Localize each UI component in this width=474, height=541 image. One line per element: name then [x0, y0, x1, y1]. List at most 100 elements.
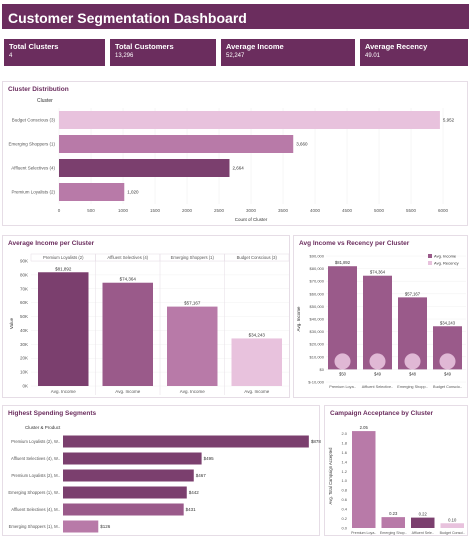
y-tick-label: 0.2	[341, 516, 347, 521]
y-tick-label: 1.6	[341, 450, 347, 455]
y-tick-label: $10,000	[310, 354, 325, 359]
category-label: Affluent Sele..	[412, 531, 434, 535]
y-tick-label: $80,000	[310, 266, 325, 271]
bar	[59, 135, 294, 153]
facet-label: Premium Loyalists (2)	[43, 255, 84, 260]
data-label: 0.23	[389, 511, 398, 516]
kpi-label: Total Customers	[115, 42, 174, 51]
income-label: $57,167	[405, 291, 421, 296]
category-label: Affluent Selectives (4), M..	[11, 507, 60, 512]
y-tick-label: 0.4	[341, 507, 347, 512]
category-label: Emerging Shoppers (1), W..	[8, 490, 60, 495]
kpi-value: 4	[9, 53, 13, 59]
y-tick-label: 60K	[20, 300, 28, 305]
category-label: Premium Loyalists (2), M..	[11, 473, 60, 478]
bar	[59, 159, 230, 177]
income-recency-chart: $-10,000 $0 $10,000 $20,000 $30,000 $40,000 $5…	[296, 254, 466, 389]
category-label: Premium Loya..	[351, 531, 376, 535]
data-label: 0.22	[419, 512, 428, 517]
x-tick-label: 4000	[310, 208, 321, 213]
category-label: Budget Consci..	[440, 531, 465, 535]
kpi-value: 49.01	[365, 53, 381, 59]
facet-label: Emerging Shoppers (1)	[171, 255, 215, 260]
panel-title: Average Income per Cluster	[8, 240, 95, 247]
x-tick-label: 4500	[342, 208, 353, 213]
category-label: Emerging Shopp..	[397, 385, 427, 389]
x-tick-label: 2500	[214, 208, 225, 213]
bar	[59, 111, 440, 129]
bar	[352, 431, 376, 528]
x-tick-label: 5000	[374, 208, 385, 213]
bar	[63, 452, 202, 465]
panel-title: Campaign Acceptance by Cluster	[330, 410, 434, 417]
bar	[63, 469, 194, 482]
kpi-label: Total Clusters	[9, 42, 59, 51]
bar	[63, 503, 184, 516]
category-label: Budget Conscious (3)	[12, 118, 56, 123]
bar	[231, 338, 282, 386]
legend-swatch	[428, 254, 432, 258]
field-label: Cluster	[37, 98, 53, 104]
data-label: 2,664	[232, 166, 244, 171]
y-tick-label: 0.0	[341, 526, 347, 531]
bar-label: Avg. Income	[180, 389, 205, 394]
category-label: Budget Conscio..	[433, 385, 462, 389]
y-tick-label: 50K	[20, 314, 28, 319]
income-bar	[328, 266, 357, 370]
legend-label: Avg. Recency	[434, 261, 459, 266]
y-tick-label: 1.0	[341, 478, 347, 483]
recency-label: $50	[339, 371, 347, 376]
cluster-distribution-chart: Cluster 0 500 1000 1500 2000 2500 3000 3500 4000…	[8, 98, 454, 222]
y-tick-label: 90K	[20, 259, 28, 264]
recency-marker	[404, 353, 421, 370]
y-tick-label: 40K	[20, 328, 28, 333]
x-tick-label: 500	[87, 208, 95, 213]
y-axis-label: Avg. Income	[296, 306, 301, 331]
y-tick-label: $90,000	[310, 254, 325, 259]
y-tick-label: $20,000	[310, 342, 325, 347]
x-tick-label: 2000	[182, 208, 193, 213]
kpi-value: 13,296	[115, 53, 134, 59]
spending-panel: Highest Spending Segments Cluster & Prod…	[2, 405, 321, 536]
avg-income-cluster-panel: Average Income per Cluster 0K 10K 20K 30K 40…	[2, 235, 290, 398]
y-tick-label: 0.8	[341, 488, 347, 493]
data-label: 1,020	[127, 190, 139, 195]
category-label: Emerging Shoppers (1), M..	[9, 524, 60, 529]
income-recency-panel: Avg Income vs Recency per Cluster $-10,0…	[293, 235, 468, 398]
cluster-distribution-panel: Cluster Distribution Cluster 0 500 1000 150…	[2, 81, 468, 226]
bar	[102, 282, 153, 386]
facet-label: Budget Conscious (3)	[237, 255, 278, 260]
income-label: $81,892	[335, 260, 351, 265]
y-tick-label: $-10,000	[308, 380, 325, 385]
y-tick-label: 0.6	[341, 497, 347, 502]
category-label: Affluent Selectives (4), W..	[11, 456, 60, 461]
income-label: $34,243	[440, 320, 456, 325]
field-label: Cluster & Product	[25, 425, 61, 430]
y-tick-label: 1.8	[341, 440, 347, 445]
data-label: $34,243	[249, 332, 266, 337]
category-label: Premium Loya..	[329, 385, 356, 389]
x-tick-label: 1000	[118, 208, 129, 213]
kpi-label: Average Recency	[365, 42, 428, 51]
y-axis-label: Value	[9, 317, 14, 329]
recency-marker	[334, 353, 351, 370]
kpi-total-customers: Total Customers 13,296	[110, 39, 216, 66]
recency-marker	[369, 353, 386, 370]
category-label: Affluent Selectives (4)	[11, 166, 55, 171]
y-tick-label: $60,000	[310, 291, 325, 296]
y-tick-label: 70K	[20, 286, 28, 291]
category-label: Emerging Shoppers (1)	[8, 142, 55, 147]
y-tick-label: $30,000	[310, 329, 325, 334]
category-label: Premium Loyalists (2)	[11, 190, 55, 195]
bar	[59, 183, 125, 201]
avg-income-cluster-chart: 0K 10K 20K 30K 40K 50K 60K 70K 80K 90K Value Premiu…	[9, 253, 290, 395]
bar-label: Avg. Income	[115, 389, 140, 394]
category-label: Affluent Selective..	[362, 385, 393, 389]
y-tick-label: 20K	[20, 356, 28, 361]
y-tick-label: 1.2	[341, 469, 347, 474]
data-label: $878	[311, 439, 321, 444]
bar-label: Avg. Income	[244, 389, 269, 394]
campaign-panel: Campaign Acceptance by Cluster 0.0 0.2 0.4…	[324, 405, 468, 536]
panel-title: Highest Spending Segments	[8, 410, 97, 417]
panel-title: Cluster Distribution	[8, 86, 69, 93]
